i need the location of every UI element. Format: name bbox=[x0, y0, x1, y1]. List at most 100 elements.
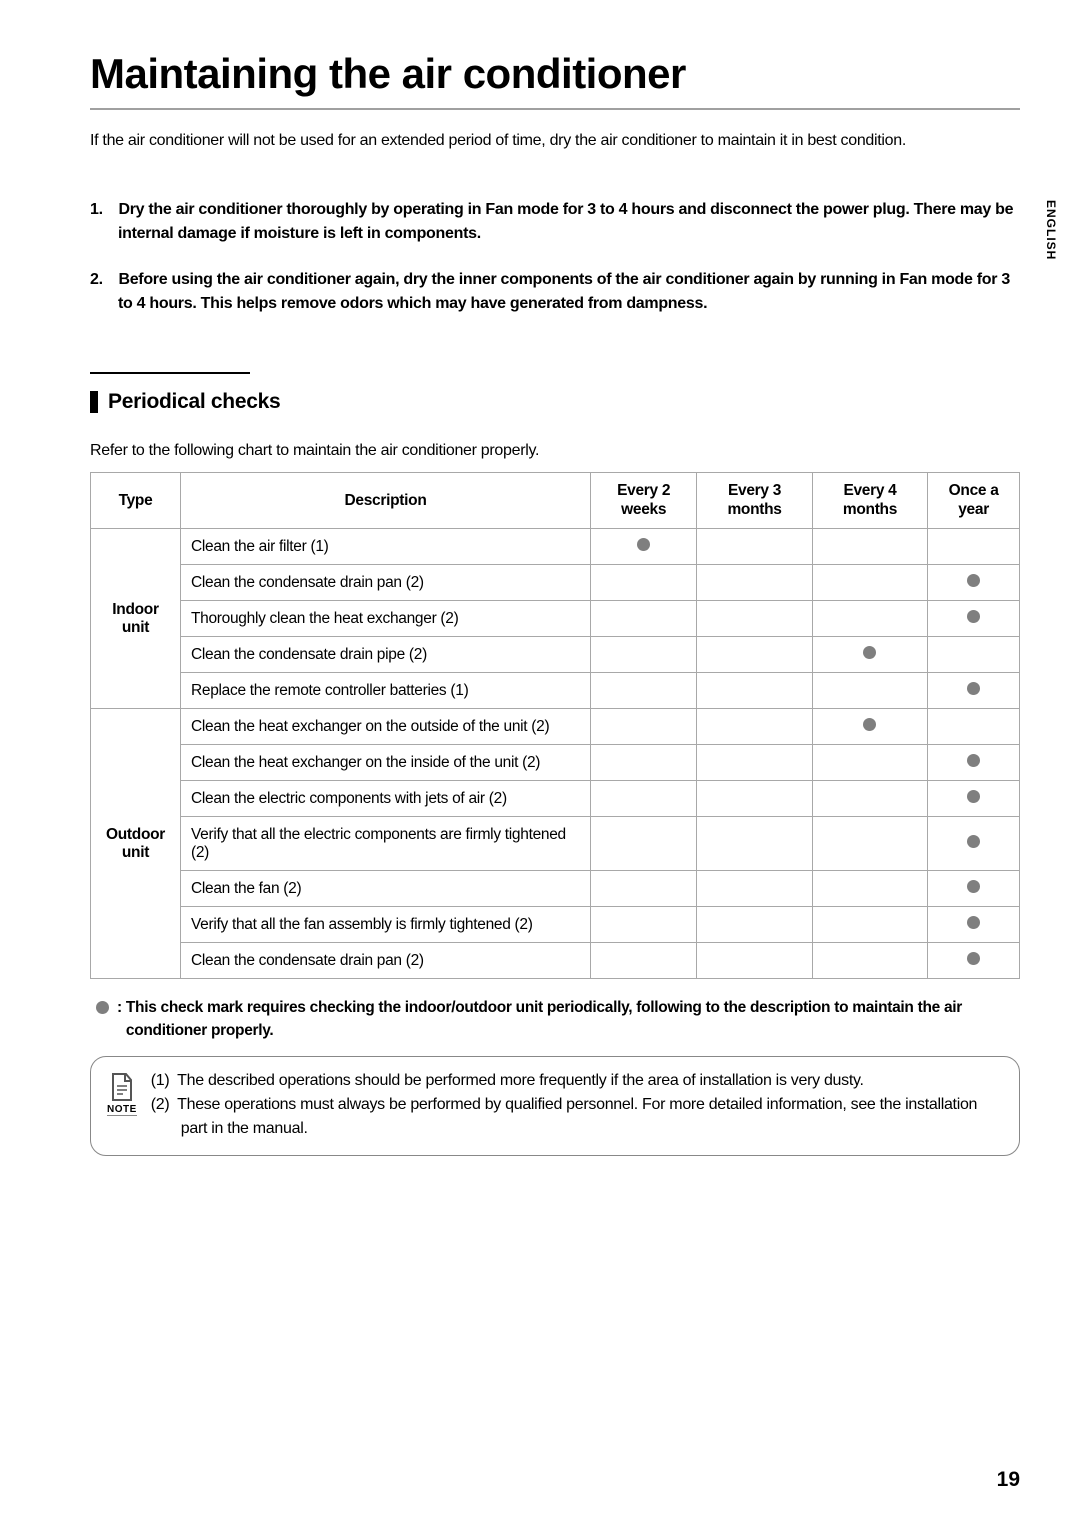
table-row: Indoor unitClean the air filter (1) bbox=[91, 529, 1020, 565]
col-description: Description bbox=[181, 472, 591, 529]
description-cell: Replace the remote controller batteries … bbox=[181, 673, 591, 709]
mark-cell bbox=[812, 673, 927, 709]
description-cell: Verify that all the fan assembly is firm… bbox=[181, 907, 591, 943]
description-cell: Clean the condensate drain pan (2) bbox=[181, 943, 591, 979]
mark-cell bbox=[812, 817, 927, 871]
mark-cell bbox=[928, 871, 1020, 907]
table-row: Clean the heat exchanger on the inside o… bbox=[91, 745, 1020, 781]
mark-cell bbox=[812, 871, 927, 907]
mark-cell bbox=[697, 745, 812, 781]
mark-cell bbox=[697, 637, 812, 673]
mark-cell bbox=[812, 565, 927, 601]
note-icon-wrap: NOTE bbox=[107, 1069, 137, 1116]
mark-cell bbox=[928, 673, 1020, 709]
mark-cell bbox=[812, 637, 927, 673]
type-cell: Outdoor unit bbox=[91, 709, 181, 979]
mark-cell bbox=[928, 781, 1020, 817]
table-row: Clean the condensate drain pan (2) bbox=[91, 943, 1020, 979]
mark-cell bbox=[697, 565, 812, 601]
page-number: 19 bbox=[997, 1468, 1020, 1492]
mark-cell bbox=[697, 943, 812, 979]
description-cell: Clean the air filter (1) bbox=[181, 529, 591, 565]
col-once-a-year: Once a year bbox=[928, 472, 1020, 529]
check-dot-icon bbox=[967, 880, 980, 893]
intro-paragraph: If the air conditioner will not be used … bbox=[90, 132, 1020, 150]
check-dot-icon bbox=[967, 682, 980, 695]
page-title: Maintaining the air conditioner bbox=[90, 50, 1020, 110]
description-cell: Thoroughly clean the heat exchanger (2) bbox=[181, 601, 591, 637]
mark-cell bbox=[812, 907, 927, 943]
mark-cell bbox=[591, 637, 697, 673]
numbered-steps: 1. Dry the air conditioner thoroughly by… bbox=[90, 198, 1020, 316]
note-label: NOTE bbox=[107, 1104, 137, 1116]
note-page-icon bbox=[110, 1073, 134, 1101]
mark-cell bbox=[697, 817, 812, 871]
mark-cell bbox=[697, 781, 812, 817]
table-row: Verify that all the electric components … bbox=[91, 817, 1020, 871]
mark-cell bbox=[928, 601, 1020, 637]
type-cell: Indoor unit bbox=[91, 529, 181, 709]
check-dot-icon bbox=[863, 646, 876, 659]
page-side-label: ENGLISH bbox=[1044, 200, 1058, 260]
mark-cell bbox=[591, 529, 697, 565]
mark-cell bbox=[812, 529, 927, 565]
mark-cell bbox=[591, 745, 697, 781]
step-1: 1. Dry the air conditioner thoroughly by… bbox=[90, 198, 1020, 246]
mark-cell bbox=[697, 601, 812, 637]
mark-cell bbox=[591, 907, 697, 943]
table-header-row: Type Description Every 2 weeks Every 3 m… bbox=[91, 472, 1020, 529]
col-type: Type bbox=[91, 472, 181, 529]
description-cell: Clean the condensate drain pipe (2) bbox=[181, 637, 591, 673]
check-dot-icon bbox=[967, 754, 980, 767]
mark-cell bbox=[812, 781, 927, 817]
mark-cell bbox=[928, 943, 1020, 979]
mark-cell bbox=[591, 709, 697, 745]
mark-cell bbox=[591, 565, 697, 601]
step-2: 2. Before using the air conditioner agai… bbox=[90, 268, 1020, 316]
check-dot-icon bbox=[967, 952, 980, 965]
col-every-2-weeks: Every 2 weeks bbox=[591, 472, 697, 529]
table-row: Replace the remote controller batteries … bbox=[91, 673, 1020, 709]
mark-cell bbox=[928, 817, 1020, 871]
note-lines: (1) The described operations should be p… bbox=[151, 1069, 1003, 1141]
check-dot-icon bbox=[967, 610, 980, 623]
mark-cell bbox=[591, 673, 697, 709]
mark-cell bbox=[928, 565, 1020, 601]
table-row: Clean the condensate drain pipe (2) bbox=[91, 637, 1020, 673]
table-row: Clean the electric components with jets … bbox=[91, 781, 1020, 817]
mark-cell bbox=[591, 943, 697, 979]
mark-cell bbox=[591, 601, 697, 637]
note-line-1: (1) The described operations should be p… bbox=[151, 1069, 1003, 1093]
description-cell: Clean the fan (2) bbox=[181, 871, 591, 907]
note-line-2: (2) These operations must always be perf… bbox=[151, 1093, 1003, 1141]
mark-cell bbox=[928, 709, 1020, 745]
chart-intro: Refer to the following chart to maintain… bbox=[90, 442, 1020, 460]
maintenance-table: Type Description Every 2 weeks Every 3 m… bbox=[90, 472, 1020, 980]
mark-cell bbox=[697, 529, 812, 565]
check-dot-icon bbox=[637, 538, 650, 551]
mark-cell bbox=[812, 745, 927, 781]
table-row: Clean the fan (2) bbox=[91, 871, 1020, 907]
mark-cell bbox=[591, 817, 697, 871]
mark-cell bbox=[928, 529, 1020, 565]
mark-cell bbox=[591, 781, 697, 817]
description-cell: Clean the heat exchanger on the outside … bbox=[181, 709, 591, 745]
description-cell: Clean the heat exchanger on the inside o… bbox=[181, 745, 591, 781]
description-cell: Clean the condensate drain pan (2) bbox=[181, 565, 591, 601]
table-row: Verify that all the fan assembly is firm… bbox=[91, 907, 1020, 943]
subheading-text: Periodical checks bbox=[108, 390, 280, 414]
subheading: Periodical checks bbox=[90, 390, 1020, 414]
description-cell: Clean the electric components with jets … bbox=[181, 781, 591, 817]
mark-cell bbox=[697, 709, 812, 745]
mark-cell bbox=[928, 745, 1020, 781]
legend: : This check mark requires checking the … bbox=[90, 997, 1020, 1042]
mark-cell bbox=[812, 601, 927, 637]
check-dot-icon bbox=[967, 574, 980, 587]
mark-cell bbox=[697, 673, 812, 709]
table-row: Thoroughly clean the heat exchanger (2) bbox=[91, 601, 1020, 637]
mark-cell bbox=[812, 709, 927, 745]
mark-cell bbox=[591, 871, 697, 907]
description-cell: Verify that all the electric components … bbox=[181, 817, 591, 871]
col-every-3-months: Every 3 months bbox=[697, 472, 812, 529]
subheading-bar-icon bbox=[90, 391, 98, 413]
